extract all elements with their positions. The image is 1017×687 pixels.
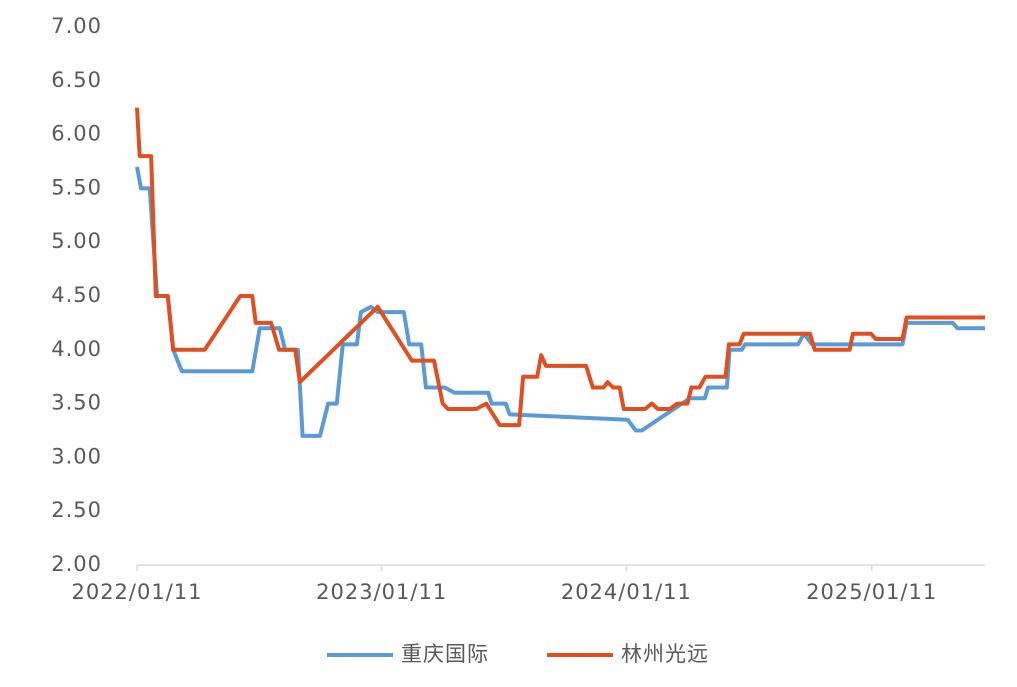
y-tick-label: 3.50 — [51, 391, 102, 415]
y-tick-label: 5.00 — [51, 229, 102, 253]
y-tick-label: 6.00 — [51, 122, 102, 146]
legend-label: 重庆国际 — [401, 642, 489, 666]
x-tick-label: 2023/01/11 — [316, 580, 447, 604]
y-tick-label: 3.00 — [51, 444, 102, 468]
y-tick-label: 7.00 — [51, 14, 102, 38]
y-tick-label: 6.50 — [51, 68, 102, 92]
y-tick-label: 5.50 — [51, 175, 102, 199]
x-tick-label: 2024/01/11 — [561, 580, 692, 604]
y-tick-label: 4.00 — [51, 337, 102, 361]
series-line — [135, 107, 985, 428]
y-tick-label: 2.50 — [51, 498, 102, 522]
x-tick-label: 2022/01/11 — [71, 580, 202, 604]
x-tick-label: 2025/01/11 — [806, 580, 937, 604]
y-tick-label: 2.00 — [51, 552, 102, 576]
y-tick-label: 4.50 — [51, 283, 102, 307]
series-line — [135, 166, 985, 438]
legend-label: 林州光远 — [621, 642, 709, 666]
